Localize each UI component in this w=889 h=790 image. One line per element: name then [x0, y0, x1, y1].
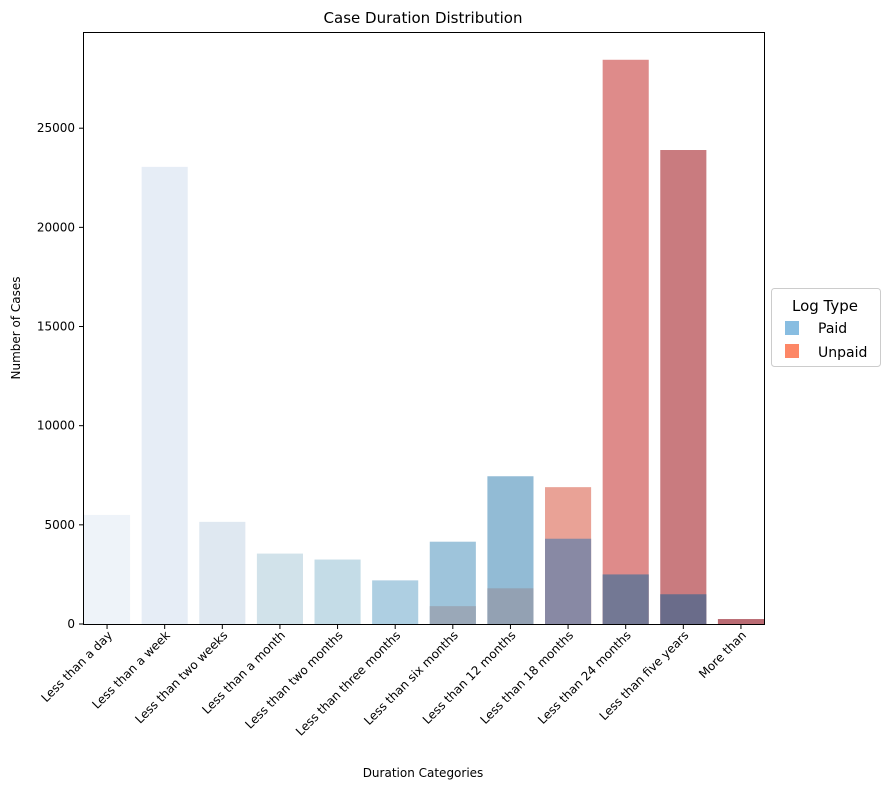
bar-paid-2 — [199, 521, 246, 624]
x-tick-label: Less than 12 months — [420, 628, 519, 727]
y-axis: 0 5000 10000 15000 20000 25000 — [37, 121, 84, 631]
y-tick-label: 20000 — [37, 220, 75, 234]
bar-paid-5 — [372, 580, 419, 624]
legend-label-paid: Paid — [818, 321, 847, 337]
legend-swatch-unpaid — [785, 344, 799, 358]
bar-unpaid-10 — [660, 150, 707, 624]
y-tick-label: 25000 — [37, 121, 75, 135]
bar-unpaid-11 — [717, 619, 764, 624]
bar-paid-1 — [141, 166, 188, 625]
x-tick-label: Less than six months — [361, 628, 461, 728]
bar-paid-10 — [660, 594, 707, 624]
legend-label-unpaid: Unpaid — [818, 345, 867, 361]
bar-paid-9 — [602, 574, 649, 624]
y-tick-label: 0 — [67, 617, 75, 631]
bar-paid-0 — [84, 514, 131, 624]
y-tick-label: 10000 — [37, 419, 75, 433]
plot-frame — [83, 32, 765, 625]
legend-swatch-paid — [785, 321, 799, 335]
y-axis-title: Number of Cases — [9, 276, 23, 379]
bars-group — [84, 59, 764, 625]
bar-paid-8 — [545, 538, 592, 624]
legend-title: Log Type — [792, 297, 858, 315]
bar-paid-4 — [314, 559, 361, 624]
chart-title: Case Duration Distribution — [324, 9, 523, 27]
x-tick-label: Less than two months — [242, 628, 345, 731]
legend: Log Type Paid Unpaid — [771, 288, 881, 367]
y-tick-label: 5000 — [44, 518, 75, 532]
bar-paid-3 — [256, 553, 303, 624]
x-tick-label: Less than three months — [293, 628, 403, 738]
bar-unpaid-6 — [429, 606, 476, 624]
x-tick-label: Less than 18 months — [478, 628, 577, 727]
bar-unpaid-7 — [487, 588, 534, 624]
x-tick-label: More than — [696, 628, 749, 681]
x-axis-title: Duration Categories — [363, 766, 484, 780]
bar-unpaid-9 — [602, 59, 649, 624]
y-tick-label: 15000 — [37, 320, 75, 334]
x-tick-label: Less than 24 months — [535, 628, 634, 727]
